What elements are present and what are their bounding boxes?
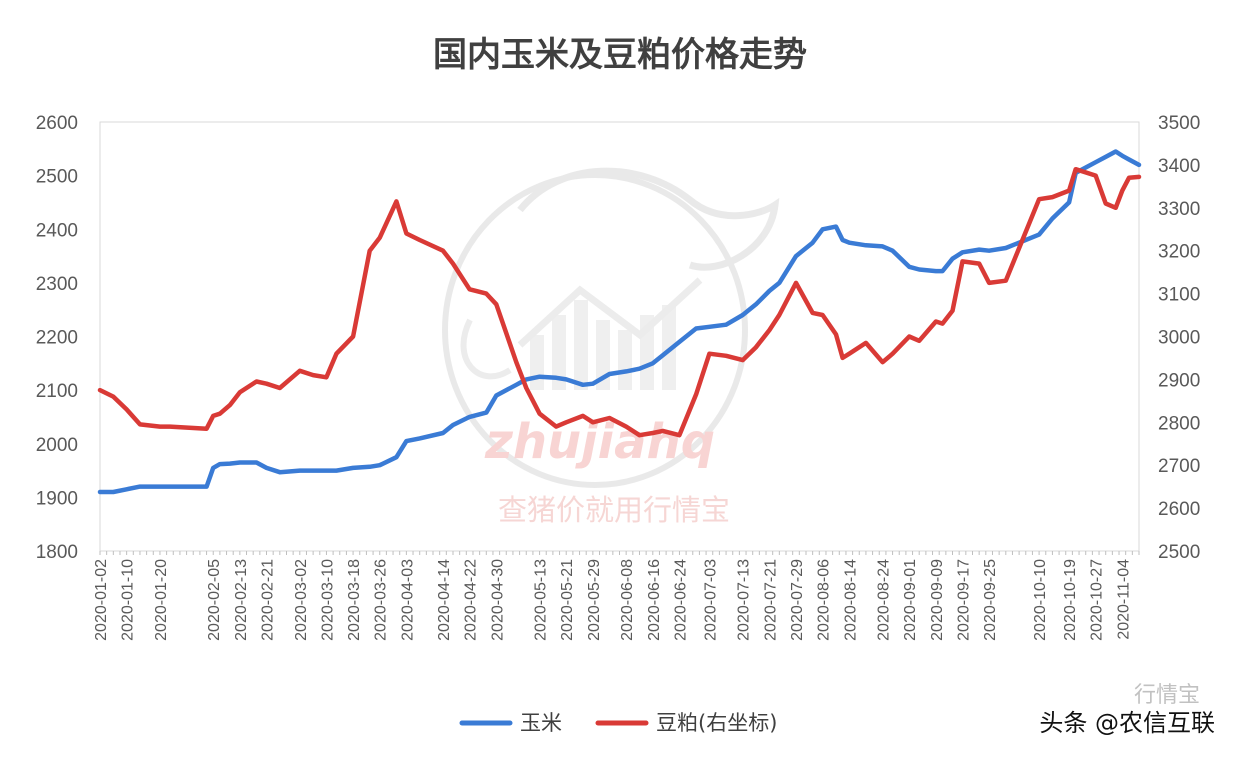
legend: 玉米 豆粕(右坐标) [459,711,777,735]
right-tick-label: 3500 [1158,113,1200,134]
x-tick-label: 2020-08-06 [816,559,833,641]
x-tick-label: 2020-03-10 [319,559,336,641]
series-layer [97,149,1142,495]
right-tick-label: 3000 [1158,328,1200,349]
legend-label-corn: 玉米 [520,711,562,735]
right-tick-label: 2900 [1158,370,1200,391]
right-tick-label: 2600 [1158,499,1200,520]
left-tick-label: 2300 [36,274,78,295]
right-tick-label: 3300 [1158,199,1200,220]
x-tick-label: 2020-04-22 [463,559,480,641]
x-tick-label: 2020-05-29 [586,559,603,641]
x-tick-label: 2020-10-27 [1089,559,1106,641]
x-tick-label: 2020-02-05 [206,559,223,641]
right-tick-label: 3100 [1158,285,1200,306]
x-tick-label: 2020-05-13 [533,559,550,641]
left-tick-label: 2600 [36,113,78,134]
x-tick-label: 2020-03-18 [346,559,363,641]
x-tick-label: 2020-09-01 [902,559,919,641]
left-tick-label: 2400 [36,220,78,241]
chart-title: 国内玉米及豆粕价格走势 [433,35,807,75]
x-tick-label: 2020-07-03 [702,559,719,641]
x-tick-label: 2020-09-17 [956,559,973,641]
x-tick-label: 2020-02-13 [233,559,250,641]
watermark-cn-text: 查猪价就用行情宝 [498,493,730,527]
watermark-swirl [460,318,512,380]
left-tick-label: 2500 [36,167,78,188]
x-tick-label: 2020-06-16 [646,559,663,641]
watermark-trend-arrow [517,277,703,348]
series-line-soymeal [97,166,1142,438]
right-tick-label: 2700 [1158,456,1200,477]
x-tick-label: 2020-07-21 [762,559,779,641]
x-tick-label: 2020-10-10 [1032,559,1049,641]
left-tick-label: 2000 [36,435,78,456]
x-tick-label: 2020-05-21 [559,559,576,641]
x-tick-label: 2020-03-02 [293,559,310,641]
right-tick-label: 3200 [1158,242,1200,263]
x-tick-label: 2020-04-30 [489,559,506,641]
right-axis: 2500 2600 2700 2800 2900 3000 3100 3200 3300 3400… [1158,113,1200,563]
left-tick-label: 1900 [36,488,78,509]
right-tick-label: 2500 [1158,542,1200,563]
watermark-latin-text: zhujiahq [484,414,715,470]
x-tick-label: 2020-08-24 [876,559,893,641]
left-tick-label: 2100 [36,381,78,402]
left-tick-label: 1800 [36,542,78,563]
footer-source: 头条 @农信互联 [1039,709,1215,737]
x-tick-label: 2020-04-14 [436,559,453,641]
x-tick-label: 2020-06-08 [619,559,636,641]
legend-label-soymeal: 豆粕(右坐标) [656,711,777,735]
x-tick-label: 2020-01-02 [93,559,110,641]
x-tick-label: 2020-10-19 [1062,559,1079,641]
watermark-corner-text: 行情宝 [1134,683,1200,708]
left-axis: 1800 1900 2000 2100 2200 2300 2400 2500 2600 [36,113,78,563]
x-tick-label: 2020-04-03 [399,559,416,641]
x-tick-label: 2020-07-13 [736,559,753,641]
right-tick-label: 2800 [1158,413,1200,434]
x-tick-label: 2020-06-24 [672,559,689,641]
right-tick-label: 3400 [1158,156,1200,177]
series-line-corn [97,149,1142,495]
left-tick-label: 2200 [36,328,78,349]
x-tick-label: 2020-03-26 [373,559,390,641]
x-tick-label: 2020-09-09 [929,559,946,641]
x-tick-label: 2020-11-04 [1115,559,1132,640]
x-tick-label: 2020-01-10 [120,559,137,641]
x-axis: 2020-01-02 2020-01-10 2020-01-20 2020-02-05… [93,551,1140,641]
x-tick-label: 2020-08-14 [842,559,859,641]
x-tick-label: 2020-09-25 [982,559,999,641]
x-tick-label: 2020-02-21 [260,559,277,641]
watermark: zhujiahq 查猪价就用行情宝 [442,167,780,527]
x-tick-label: 2020-07-29 [789,559,806,641]
x-tick-label: 2020-01-20 [153,559,170,641]
watermark-pig-outline [517,167,780,271]
